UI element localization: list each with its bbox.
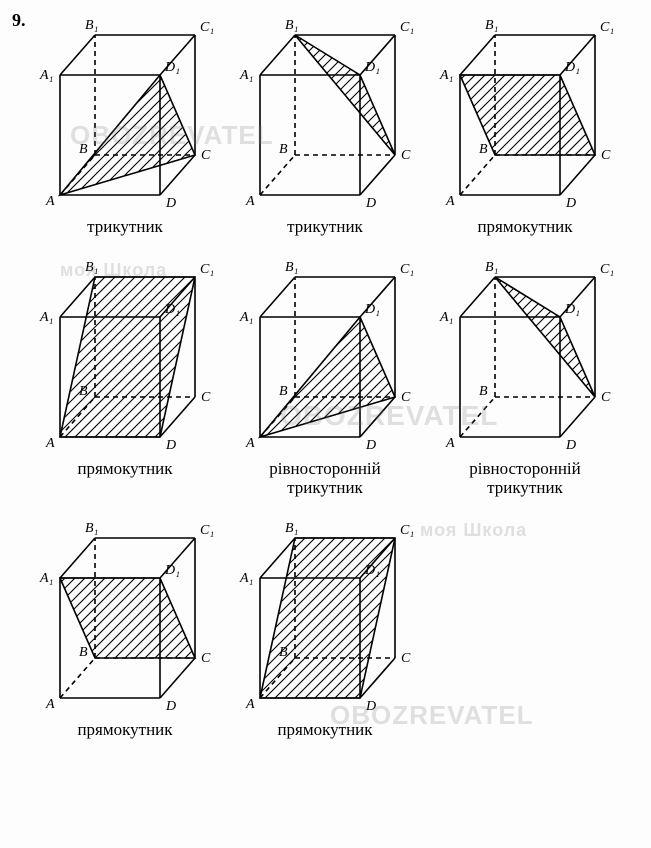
cube-7: A D B C A₁ D₁ B₁ C₁ — [35, 518, 215, 718]
cube-1: A D B C A₁ D₁ B₁ C₁ — [35, 15, 215, 215]
caption-2: трикутник — [230, 217, 420, 237]
caption-6: рівносторонній трикутник — [430, 459, 620, 498]
svg-text:C: C — [601, 148, 611, 163]
svg-text:B₁: B₁ — [285, 521, 298, 536]
caption-5: рівносторонній трикутник — [230, 459, 420, 498]
cube-8: A D B C A₁ D₁ B₁ C₁ — [235, 518, 415, 718]
svg-text:B: B — [479, 142, 488, 157]
row-3: A D B C A₁ D₁ B₁ C₁ прямокутник A D B C A₁ D₁ B₁ C₁ пр… — [30, 518, 630, 740]
figure-5: A D B C A₁ D₁ B₁ C₁ рівносторонній трикутник — [230, 257, 420, 498]
row-2: A D B C A₁ D₁ B₁ C₁ прямокутник A D B C A₁ D₁ B₁ C₁ рі… — [30, 257, 630, 498]
svg-text:A: A — [445, 194, 455, 209]
svg-text:A₁: A₁ — [239, 310, 253, 325]
figure-grid: A D B C A₁ D₁ B₁ C₁ трикутник A D B C A₁ D₁ B₁ C₁ трик… — [30, 15, 630, 759]
svg-text:A₁: A₁ — [39, 310, 53, 325]
svg-text:B: B — [279, 384, 288, 399]
svg-text:D₁: D₁ — [564, 60, 580, 75]
svg-text:D: D — [565, 438, 576, 453]
svg-text:B: B — [279, 645, 288, 660]
svg-text:B₁: B₁ — [485, 260, 498, 275]
svg-text:C₁: C₁ — [400, 262, 414, 277]
svg-text:A: A — [45, 194, 55, 209]
svg-text:A: A — [245, 194, 255, 209]
svg-text:C: C — [401, 390, 411, 405]
svg-text:B₁: B₁ — [285, 260, 298, 275]
svg-text:D: D — [165, 699, 176, 714]
figure-6: A D B C A₁ D₁ B₁ C₁ рівносторонній трикутник — [430, 257, 620, 498]
svg-text:B₁: B₁ — [85, 18, 98, 33]
svg-text:D₁: D₁ — [364, 60, 380, 75]
svg-text:A: A — [45, 697, 55, 712]
svg-text:A₁: A₁ — [439, 310, 453, 325]
svg-text:C₁: C₁ — [200, 20, 214, 35]
svg-text:C: C — [401, 148, 411, 163]
svg-text:A: A — [245, 697, 255, 712]
svg-text:D₁: D₁ — [564, 302, 580, 317]
row-1: A D B C A₁ D₁ B₁ C₁ трикутник A D B C A₁ D₁ B₁ C₁ трик… — [30, 15, 630, 237]
svg-text:D₁: D₁ — [164, 302, 180, 317]
svg-text:B: B — [79, 142, 88, 157]
caption-4: прямокутник — [30, 459, 220, 479]
figure-7: A D B C A₁ D₁ B₁ C₁ прямокутник — [30, 518, 220, 740]
svg-text:B: B — [79, 384, 88, 399]
svg-text:B₁: B₁ — [85, 260, 98, 275]
svg-text:C: C — [201, 651, 211, 666]
caption-8: прямокутник — [230, 720, 420, 740]
svg-text:B: B — [79, 645, 88, 660]
svg-text:C₁: C₁ — [200, 262, 214, 277]
svg-text:A: A — [45, 436, 55, 451]
svg-text:C: C — [201, 148, 211, 163]
svg-text:B₁: B₁ — [85, 521, 98, 536]
figure-3: A D B C A₁ D₁ B₁ C₁ прямокутник — [430, 15, 620, 237]
svg-text:C: C — [401, 651, 411, 666]
svg-text:D₁: D₁ — [164, 563, 180, 578]
svg-text:A: A — [245, 436, 255, 451]
cube-5: A D B C A₁ D₁ B₁ C₁ — [235, 257, 415, 457]
svg-text:C: C — [601, 390, 611, 405]
svg-text:A₁: A₁ — [39, 571, 53, 586]
figure-8: A D B C A₁ D₁ B₁ C₁ прямокутник — [230, 518, 420, 740]
svg-text:A₁: A₁ — [439, 68, 453, 83]
svg-text:A₁: A₁ — [239, 68, 253, 83]
figure-4: A D B C A₁ D₁ B₁ C₁ прямокутник — [30, 257, 220, 498]
cube-3: A D B C A₁ D₁ B₁ C₁ — [435, 15, 615, 215]
svg-text:D: D — [165, 196, 176, 211]
svg-text:D: D — [565, 196, 576, 211]
caption-7: прямокутник — [30, 720, 220, 740]
svg-text:A: A — [445, 436, 455, 451]
svg-text:A₁: A₁ — [239, 571, 253, 586]
svg-text:C₁: C₁ — [600, 262, 614, 277]
problem-number: 9. — [12, 10, 26, 31]
svg-text:D: D — [165, 438, 176, 453]
svg-text:C₁: C₁ — [400, 20, 414, 35]
caption-1: трикутник — [30, 217, 220, 237]
svg-text:D₁: D₁ — [164, 60, 180, 75]
svg-text:D: D — [365, 699, 376, 714]
svg-text:D: D — [365, 196, 376, 211]
caption-3: прямокутник — [430, 217, 620, 237]
svg-text:C₁: C₁ — [400, 523, 414, 538]
svg-text:C: C — [201, 390, 211, 405]
svg-text:D₁: D₁ — [364, 302, 380, 317]
cube-2: A D B C A₁ D₁ B₁ C₁ — [235, 15, 415, 215]
figure-2: A D B C A₁ D₁ B₁ C₁ трикутник — [230, 15, 420, 237]
figure-1: A D B C A₁ D₁ B₁ C₁ трикутник — [30, 15, 220, 237]
svg-text:C₁: C₁ — [200, 523, 214, 538]
svg-text:A₁: A₁ — [39, 68, 53, 83]
svg-text:B: B — [479, 384, 488, 399]
svg-text:D₁: D₁ — [364, 563, 380, 578]
svg-text:D: D — [365, 438, 376, 453]
svg-text:B₁: B₁ — [285, 18, 298, 33]
cube-4: A D B C A₁ D₁ B₁ C₁ — [35, 257, 215, 457]
svg-text:C₁: C₁ — [600, 20, 614, 35]
svg-text:B: B — [279, 142, 288, 157]
cube-6: A D B C A₁ D₁ B₁ C₁ — [435, 257, 615, 457]
svg-text:B₁: B₁ — [485, 18, 498, 33]
